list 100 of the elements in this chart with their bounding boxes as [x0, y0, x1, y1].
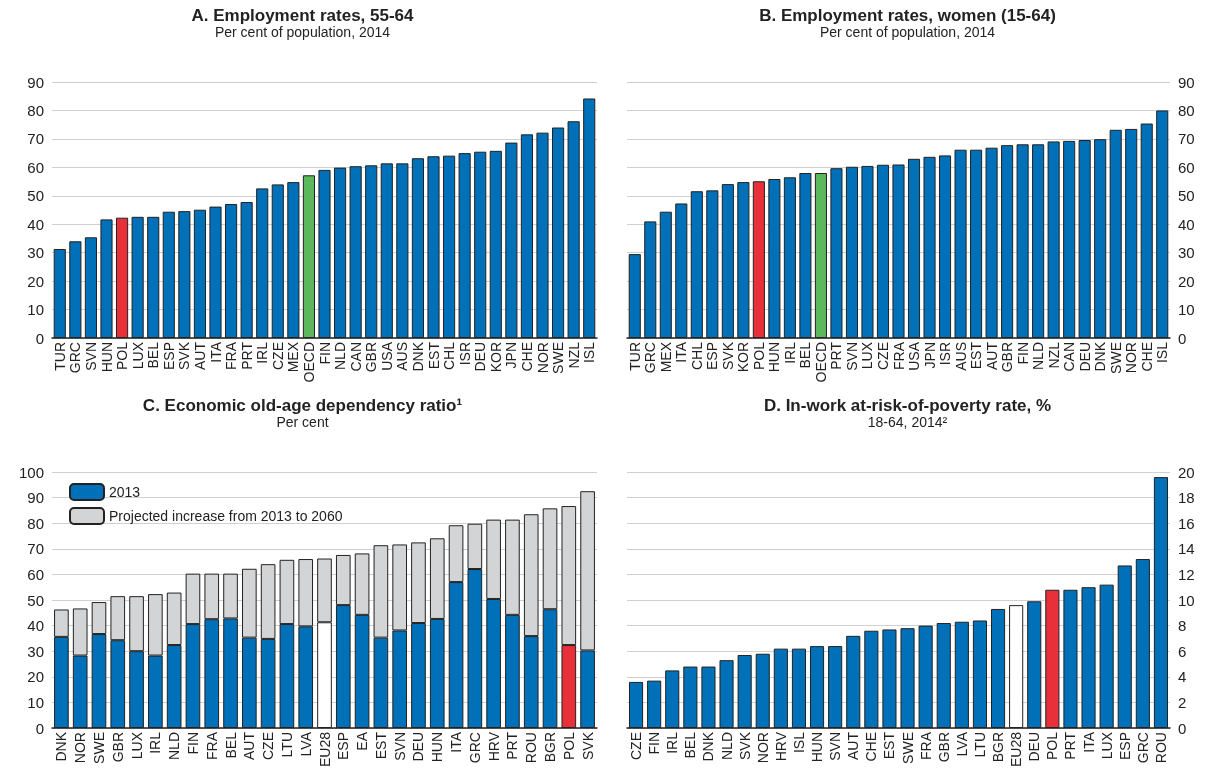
x-tick-label: JPN [921, 342, 938, 369]
y-tick-label: 80 [27, 101, 44, 119]
y-tick-label: 2 [1178, 693, 1187, 711]
x-tick-label: LUX [859, 341, 876, 370]
x-tick-label: ESP [160, 342, 177, 371]
x-tick-label: NZL [565, 341, 582, 369]
x-tick-label: FRA [223, 341, 240, 370]
y-tick-label: 30 [27, 642, 44, 660]
y-tick-label: 20 [1178, 272, 1195, 290]
y-tick-label: 50 [1178, 187, 1195, 205]
y-tick-label: 30 [1178, 244, 1195, 262]
x-tick-label: FRA [890, 341, 907, 370]
x-tick-label: IRL [781, 341, 798, 364]
x-tick-label: HUN [809, 732, 826, 763]
y-tick-label: 0 [1178, 329, 1187, 347]
y-tick-label: 40 [27, 617, 44, 635]
x-tick-label: LVA [953, 731, 970, 757]
x-tick-label: BEL [682, 731, 699, 759]
x-tick-label: POL [750, 341, 767, 371]
chart-title: A. Employment rates, 55-64 [191, 6, 415, 25]
x-tick-label: DEU [1076, 342, 1093, 372]
x-tick-label: NLD [166, 732, 183, 761]
x-tick-label: EST [968, 341, 985, 370]
x-tick-label: FIN [646, 732, 663, 755]
y-tick-label: 14 [1178, 540, 1195, 558]
x-tick-label: CZE [260, 732, 277, 760]
x-tick-label: SVN [843, 342, 860, 371]
x-tick-label: ITA [673, 341, 690, 363]
x-tick-label: GBR [109, 732, 126, 763]
x-tick-label: HUN [766, 342, 783, 373]
y-tick-label: 30 [27, 244, 44, 262]
x-tick-label: GRC [1134, 732, 1151, 764]
x-tick-label: CHE [1138, 342, 1155, 372]
x-tick-label: USA [378, 341, 395, 371]
x-tick-label: LUX [128, 731, 145, 760]
x-tick-label: CAN [1061, 342, 1078, 372]
x-tick-label: TUR [626, 342, 643, 371]
x-tick-label: KOR [735, 342, 752, 373]
x-tick-label: KOR [487, 342, 504, 373]
x-tick-label: AUS [394, 342, 411, 371]
x-tick-label: SVN [391, 732, 408, 761]
x-tick-label: BGR [990, 732, 1007, 763]
x-tick-label: POL [560, 731, 577, 761]
x-tick-label: POL [1044, 731, 1061, 761]
x-tick-label: AUT [241, 731, 258, 760]
x-tick-label: SVN [827, 732, 844, 761]
x-tick-label: FIN [316, 342, 333, 365]
x-tick-label: HRV [772, 731, 789, 762]
x-tick-label: PRT [828, 341, 845, 370]
x-tick-label: CZE [628, 732, 645, 760]
x-tick-label: FIN [1014, 342, 1031, 365]
x-tick-label: IRL [147, 731, 164, 754]
y-tick-label: 90 [27, 73, 44, 91]
y-tick-label: 70 [27, 540, 44, 558]
y-tick-label: 6 [1178, 642, 1187, 660]
x-tick-label: ISL [1154, 341, 1171, 364]
x-tick-label: HUN [429, 732, 446, 763]
x-tick-label: TUR [51, 342, 68, 371]
y-tick-label: 60 [27, 565, 44, 583]
x-tick-label: FRA [917, 731, 934, 760]
x-tick-label: SVK [719, 341, 736, 371]
x-tick-label: CHE [863, 732, 880, 762]
x-tick-label: ITA [448, 731, 465, 753]
x-tick-label: BGR [542, 732, 559, 763]
x-tick-label: GRC [642, 342, 659, 374]
x-tick-label: ITA [1080, 731, 1097, 753]
x-tick-label: IRL [254, 341, 271, 364]
x-tick-label: HRV [485, 731, 502, 762]
x-tick-label: LUX [129, 341, 146, 370]
x-tick-label: GRC [67, 342, 84, 374]
x-tick-label: IRL [664, 731, 681, 754]
x-tick-label: LVA [297, 731, 314, 757]
y-tick-label: 10 [27, 693, 44, 711]
y-tick-label: 10 [1178, 591, 1195, 609]
x-tick-label: DNK [53, 731, 70, 762]
legend-label: 2013 [109, 484, 141, 500]
x-tick-label: PRT [1062, 731, 1079, 760]
x-tick-label: DNK [1092, 341, 1109, 372]
x-tick-label: SVK [176, 341, 193, 371]
x-tick-label: DEU [410, 732, 427, 762]
x-tick-label: BEL [797, 341, 814, 369]
y-tick-label: 80 [1178, 101, 1195, 119]
x-tick-label: EA [354, 731, 371, 751]
y-tick-label: 60 [1178, 158, 1195, 176]
x-tick-label: DEU [472, 342, 489, 372]
y-tick-label: 10 [1178, 301, 1195, 319]
y-tick-label: 60 [27, 158, 44, 176]
x-tick-label: DNK [700, 731, 717, 762]
x-tick-label: NOR [1123, 342, 1140, 374]
y-tick-label: 40 [27, 215, 44, 233]
x-tick-label: AUT [983, 341, 1000, 370]
y-tick-label: 70 [27, 130, 44, 148]
x-tick-label: PRT [238, 341, 255, 370]
x-tick-label: SVN [82, 342, 99, 371]
x-tick-label: GBR [999, 342, 1016, 373]
x-tick-label: ISR [937, 342, 954, 366]
x-tick-label: NOR [534, 342, 551, 374]
x-tick-label: ISL [790, 731, 807, 754]
x-tick-label: NLD [332, 342, 349, 371]
x-tick-label: CHL [688, 341, 705, 371]
